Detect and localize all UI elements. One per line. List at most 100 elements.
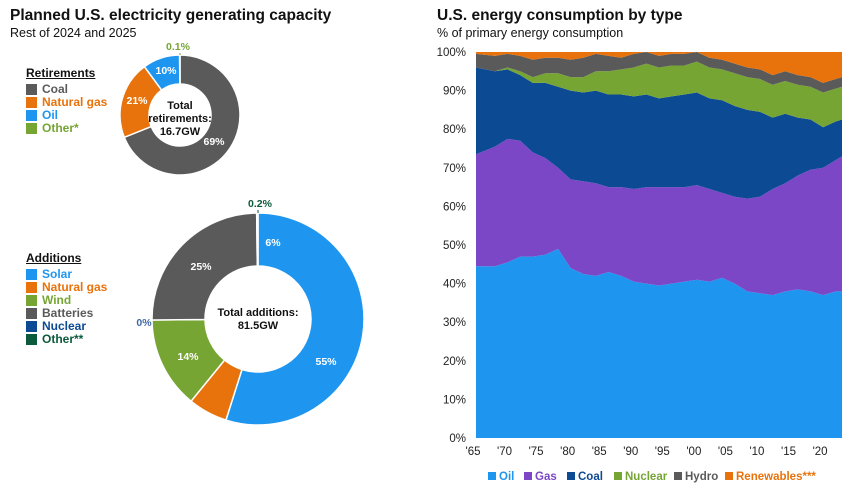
area-legend-swatch (488, 472, 496, 480)
legend-swatch (26, 282, 37, 293)
legend-label: Natural gas (42, 280, 108, 294)
legend-swatch (26, 269, 37, 280)
area-series-coal (476, 67, 842, 199)
x-tick-label: '95 (655, 446, 670, 458)
area-legend-swatch (725, 472, 733, 480)
x-tick-label: '10 (749, 446, 764, 458)
slice-value-label: 25% (190, 261, 212, 273)
slice-value-label: 0.1% (166, 41, 191, 53)
additions-donut-chart: 55% 6% 14% 25% 0% 0.2% Total additions:81.5GW (136, 198, 365, 426)
legend-label: Other** (42, 332, 84, 346)
right-panel-subtitle: % of primary energy consumption (437, 26, 624, 40)
slice-value-label: 69% (203, 136, 225, 148)
donut-slice-other (255, 212, 259, 267)
slice-value-label: 21% (126, 95, 148, 107)
retirements-legend: Retirements Coal Natural gas Oil Other* (26, 67, 107, 135)
area-legend-label-hydro: Hydro (685, 471, 718, 483)
slice-value-label: 14% (177, 351, 199, 363)
legend-item-natural-gas: Natural gas (26, 281, 107, 294)
legend-item-other: Other* (26, 122, 107, 135)
additions-legend-title: Additions (26, 251, 82, 265)
legend-item-oil: Oil (26, 109, 107, 122)
legend-item-nuclear: Nuclear (26, 320, 107, 333)
x-tick-label: '75 (529, 446, 544, 458)
legend-swatch (26, 123, 37, 134)
x-tick-label: '20 (813, 446, 828, 458)
x-tick-label: '85 (592, 446, 607, 458)
area-series-hydro (476, 52, 842, 93)
left-panel-subtitle: Rest of 2024 and 2025 (10, 26, 137, 40)
donut-center-label: Total (167, 100, 192, 112)
legend-item-coal: Coal (26, 83, 107, 96)
area-legend-label-gas: Gas (535, 471, 557, 483)
legend-label: Coal (42, 82, 69, 96)
donut-center-label: Total additions: (217, 307, 298, 319)
area-legend-label-coal: Coal (578, 471, 603, 483)
area-series-oil (476, 248, 842, 438)
legend-swatch (26, 308, 37, 319)
slice-value-label: 0.2% (248, 198, 273, 210)
slice-value-label: 55% (315, 356, 337, 368)
x-tick-label: '65 (466, 446, 481, 458)
y-tick-label: 100% (437, 47, 466, 59)
legend-item-wind: Wind (26, 294, 107, 307)
y-tick-label: 0% (449, 433, 466, 445)
legend-label: Natural gas (42, 95, 108, 109)
right-panel-title: U.S. energy consumption by type (437, 7, 683, 24)
x-tick-label: '05 (718, 446, 733, 458)
area-legend-swatch (674, 472, 682, 480)
legend-label: Solar (42, 267, 73, 281)
y-tick-label: 50% (443, 240, 466, 252)
x-tick-label: '90 (623, 446, 638, 458)
donut-slice-batteries (151, 212, 259, 321)
legend-label: Oil (42, 108, 59, 122)
x-tick-label: '00 (686, 446, 701, 458)
slice-value-label: 6% (265, 237, 281, 249)
area-legend-label-renewables: Renewables*** (736, 471, 816, 483)
y-tick-label: 10% (443, 394, 466, 406)
donut-center-label: 16.7GW (160, 126, 201, 138)
legend-item-natural-gas: Natural gas (26, 96, 107, 109)
legend-swatch (26, 84, 37, 95)
area-series-nuclear (476, 61, 842, 128)
donut-center-label: 81.5GW (238, 320, 279, 332)
legend-item-batteries: Batteries (26, 307, 107, 320)
legend-swatch (26, 110, 37, 121)
y-tick-label: 90% (443, 86, 466, 98)
legend-item-other: Other** (26, 333, 107, 346)
area-series-renewables (476, 52, 842, 83)
area-legend-label-oil: Oil (499, 471, 514, 483)
additions-legend: Additions Solar Natural gas Wind Batteri… (26, 252, 107, 346)
slice-value-label: 0% (136, 317, 152, 329)
legend-label: Batteries (42, 306, 94, 320)
legend-swatch (26, 97, 37, 108)
donut-slice-coal (123, 54, 241, 176)
area-legend-label-nuclear: Nuclear (625, 471, 668, 483)
donut-slice-solar (224, 212, 365, 426)
x-tick-label: '15 (781, 446, 796, 458)
legend-label: Wind (42, 293, 72, 307)
y-tick-label: 80% (443, 124, 466, 136)
legend-swatch (26, 321, 37, 332)
x-tick-label: '80 (560, 446, 575, 458)
legend-label: Nuclear (42, 319, 87, 333)
area-legend-swatch (567, 472, 575, 480)
area-series-gas (476, 138, 842, 296)
legend-swatch (26, 295, 37, 306)
y-tick-label: 60% (443, 201, 466, 213)
energy-consumption-area-chart: 0% 10% 20% 30% 40% 50% 60% 70% 80% 90% 100% '65 '70 '… (437, 47, 842, 483)
area-legend-swatch (524, 472, 532, 480)
area-legend-swatch (614, 472, 622, 480)
donut-center-label: retirements: (148, 113, 212, 125)
retirements-legend-title: Retirements (26, 66, 96, 80)
y-tick-label: 30% (443, 317, 466, 329)
slice-value-label: 10% (155, 65, 177, 77)
legend-item-solar: Solar (26, 268, 107, 281)
y-tick-label: 40% (443, 279, 466, 291)
x-tick-label: '70 (497, 446, 512, 458)
legend-swatch (26, 334, 37, 345)
left-panel-title: Planned U.S. electricity generating capa… (10, 7, 332, 24)
y-tick-label: 20% (443, 356, 466, 368)
